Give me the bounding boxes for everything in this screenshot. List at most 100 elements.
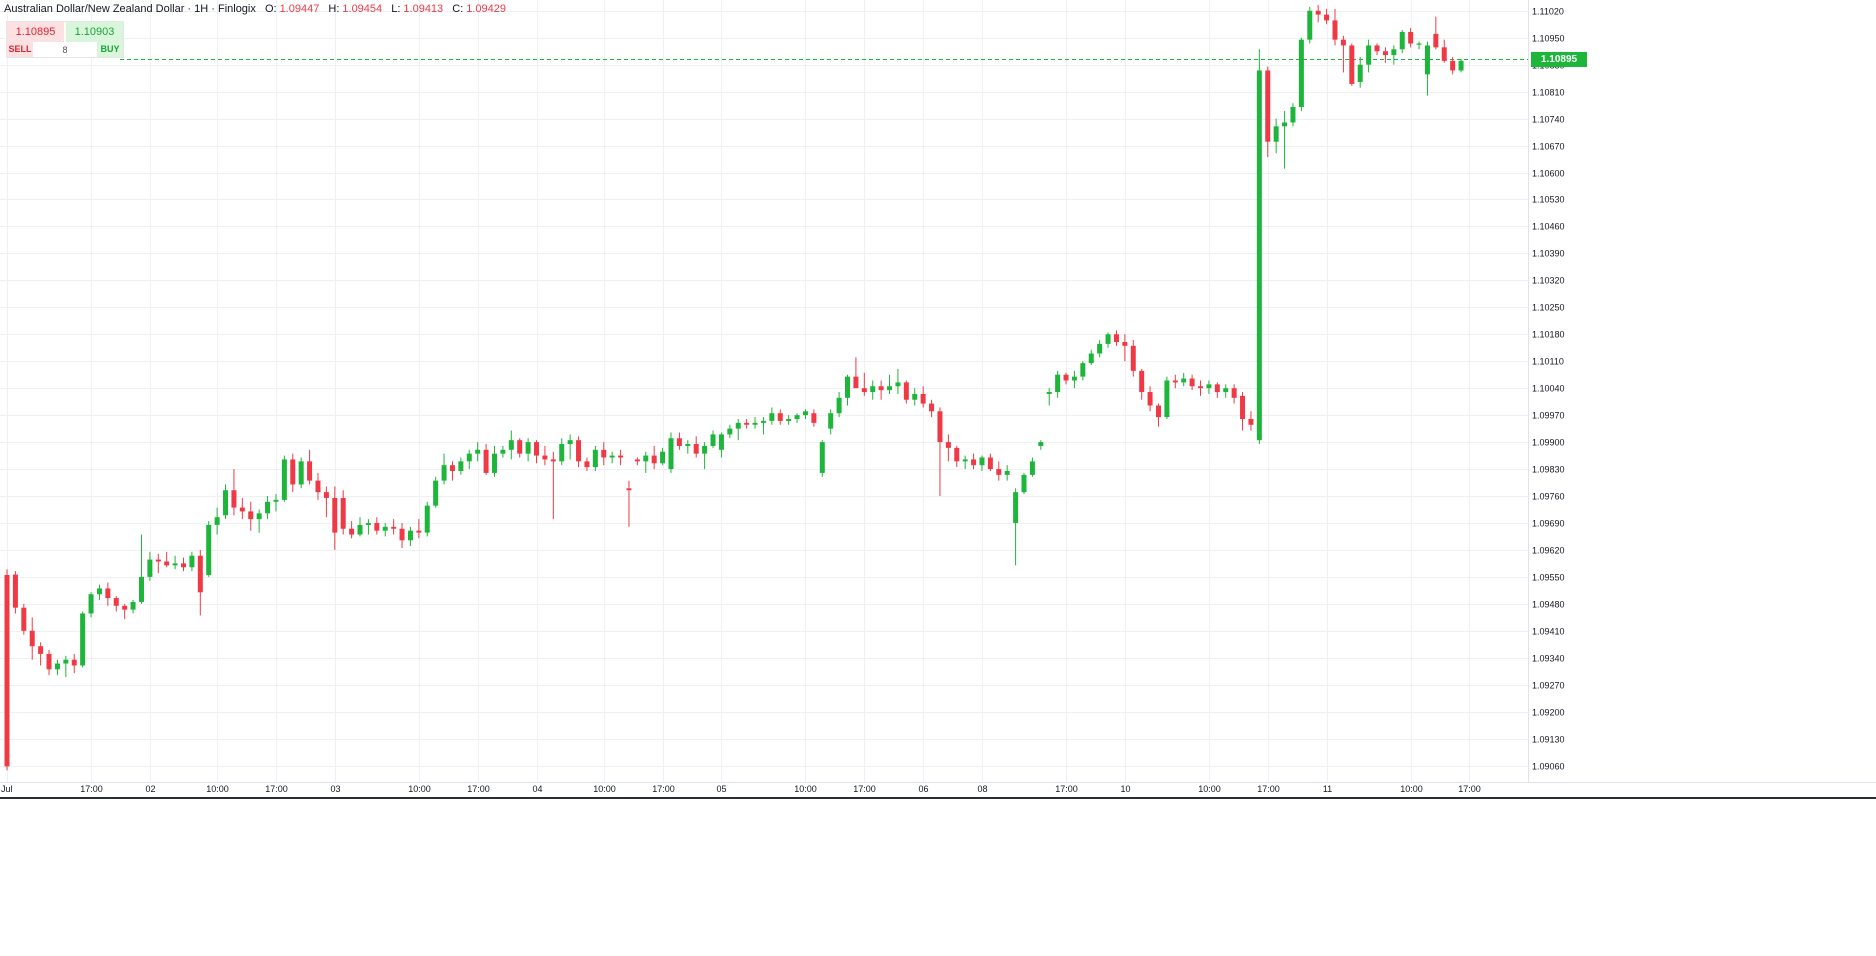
time-tick-label: 10:00 bbox=[1198, 784, 1221, 794]
price-tick-label: 1.11020 bbox=[1532, 7, 1564, 17]
close-value: 1.09429 bbox=[466, 3, 506, 15]
candle-body bbox=[1315, 10, 1321, 15]
price-tick-label: 1.09830 bbox=[1532, 465, 1565, 475]
candle-body bbox=[920, 393, 926, 404]
candle-body bbox=[407, 530, 413, 541]
time-tick-label: 10:00 bbox=[206, 784, 229, 794]
time-tick-label: 04 bbox=[532, 784, 542, 794]
buy-button[interactable]: BUY bbox=[97, 42, 123, 57]
candle-body bbox=[1450, 60, 1456, 71]
candle-body bbox=[903, 382, 909, 400]
candle-body bbox=[1189, 378, 1195, 387]
candle-body bbox=[365, 522, 371, 525]
candle-body bbox=[1248, 418, 1254, 425]
quantity-input[interactable] bbox=[33, 42, 97, 57]
candle-body bbox=[1273, 126, 1279, 142]
candle-body bbox=[1097, 343, 1103, 354]
candle-body bbox=[702, 445, 708, 454]
time-tick-label: 17:00 bbox=[1458, 784, 1481, 794]
candle-body bbox=[332, 497, 338, 533]
candle-body bbox=[416, 530, 422, 533]
candle-body bbox=[1433, 33, 1439, 48]
candle-body bbox=[861, 388, 867, 393]
candle-body bbox=[643, 455, 649, 462]
time-tick-label: 10:00 bbox=[593, 784, 616, 794]
candle-body bbox=[559, 444, 565, 462]
candle-body bbox=[819, 442, 825, 473]
candle-body bbox=[441, 465, 447, 481]
low-key: L: bbox=[391, 3, 401, 15]
price-tick-label: 1.10600 bbox=[1532, 169, 1565, 179]
candle-body bbox=[80, 613, 86, 666]
candle-body bbox=[996, 469, 1002, 475]
time-tick-label: 11 bbox=[1323, 784, 1332, 794]
candle-body bbox=[954, 447, 960, 462]
candle-body bbox=[1265, 70, 1271, 142]
candle-body bbox=[1231, 388, 1237, 398]
candle-body bbox=[735, 422, 741, 429]
sell-price-button[interactable]: 1.10895 bbox=[7, 22, 64, 42]
candle-body bbox=[189, 555, 195, 568]
candle-body bbox=[777, 413, 783, 421]
time-tick-label: 03 bbox=[330, 784, 340, 794]
candle-body bbox=[1046, 392, 1052, 394]
candle-body bbox=[1063, 374, 1069, 381]
candle-body bbox=[391, 526, 397, 529]
candle-body bbox=[1155, 405, 1161, 418]
candle-body bbox=[273, 499, 279, 502]
candle-body bbox=[349, 528, 355, 535]
price-tick-label: 1.10460 bbox=[1532, 222, 1565, 232]
candle-body bbox=[1290, 107, 1296, 123]
candle-body bbox=[399, 528, 405, 541]
candle-body bbox=[323, 492, 329, 498]
sell-button[interactable]: SELL bbox=[7, 42, 33, 57]
candle-body bbox=[239, 507, 245, 512]
candle-body bbox=[1458, 60, 1464, 71]
candle-body bbox=[1214, 384, 1220, 393]
candle-body bbox=[1004, 470, 1010, 475]
candle-body bbox=[1391, 49, 1397, 56]
candle-body bbox=[1324, 14, 1330, 21]
time-axis: Jul 17:00 02 10:00 17:00 03 10:00 17:00 04 10:00 1… bbox=[0, 782, 1876, 799]
candle-body bbox=[1038, 442, 1044, 446]
candle-body bbox=[113, 598, 119, 606]
candle-body bbox=[1374, 45, 1380, 52]
time-tick-label: 17:00 bbox=[652, 784, 675, 794]
price-tick-label: 1.09270 bbox=[1532, 681, 1565, 691]
candle-body bbox=[1105, 334, 1111, 344]
candle-body bbox=[1349, 45, 1355, 84]
price-tick-label: 1.10180 bbox=[1532, 330, 1565, 340]
candle-body bbox=[147, 559, 153, 577]
candle-body bbox=[752, 422, 758, 425]
candle-body bbox=[256, 513, 262, 520]
candle-body bbox=[887, 386, 893, 391]
time-tick-label: 10:00 bbox=[794, 784, 817, 794]
price-tick-label: 1.10740 bbox=[1532, 115, 1565, 125]
candle-body bbox=[845, 376, 850, 398]
candle-body bbox=[197, 555, 203, 593]
candle-body bbox=[1139, 370, 1145, 393]
candle-body bbox=[744, 422, 750, 425]
candle-body bbox=[1416, 43, 1422, 45]
time-tick-label: 17:00 bbox=[467, 784, 490, 794]
candle-body bbox=[214, 517, 220, 525]
high-value: 1.09454 bbox=[342, 3, 383, 15]
candle-body bbox=[802, 411, 808, 416]
candle-body bbox=[424, 505, 430, 533]
price-tick-label: 1.09410 bbox=[1532, 627, 1565, 637]
candle-body bbox=[71, 659, 77, 666]
candle-body bbox=[550, 459, 556, 462]
candle-body bbox=[676, 438, 682, 446]
candle-body bbox=[651, 455, 657, 464]
candle-body bbox=[1071, 376, 1077, 381]
candle-body bbox=[853, 376, 859, 389]
time-tick-label: Jul bbox=[1, 784, 13, 794]
candle-body bbox=[96, 588, 102, 595]
buy-price-button[interactable]: 1.10903 bbox=[66, 22, 123, 42]
price-tick-label: 1.10110 bbox=[1532, 357, 1564, 367]
candle-body bbox=[693, 444, 699, 454]
candle-body bbox=[811, 413, 817, 423]
candle-body bbox=[592, 449, 598, 468]
candle-body bbox=[525, 442, 531, 454]
